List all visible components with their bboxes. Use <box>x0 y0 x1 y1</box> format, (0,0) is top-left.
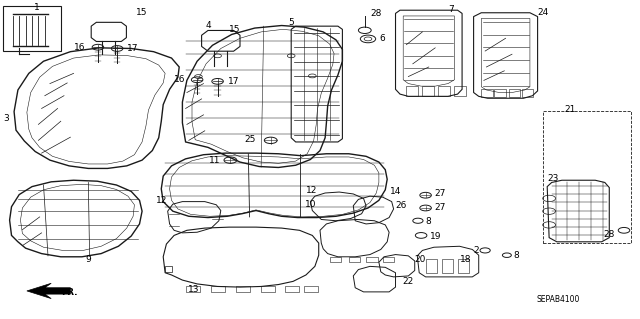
Text: 25: 25 <box>244 135 256 144</box>
Bar <box>543 111 631 243</box>
Text: 8: 8 <box>426 217 431 226</box>
Polygon shape <box>27 283 70 299</box>
Text: 16: 16 <box>174 75 186 84</box>
Text: FR.: FR. <box>61 288 77 297</box>
Text: 28: 28 <box>370 9 381 18</box>
Text: 11: 11 <box>209 156 221 165</box>
Text: 24: 24 <box>538 8 549 17</box>
Text: 15: 15 <box>136 8 147 17</box>
Text: 5: 5 <box>289 19 294 27</box>
Text: 21: 21 <box>564 105 576 114</box>
Text: 15: 15 <box>229 25 241 34</box>
Text: 14: 14 <box>390 187 402 196</box>
Text: 3: 3 <box>3 114 9 122</box>
Text: 26: 26 <box>396 201 407 210</box>
Text: 12: 12 <box>306 186 317 195</box>
Text: 12: 12 <box>156 196 168 205</box>
Text: 13: 13 <box>188 285 199 294</box>
Text: 16: 16 <box>74 43 85 52</box>
Text: SEPAB4100: SEPAB4100 <box>536 295 580 304</box>
Text: 6: 6 <box>379 34 385 43</box>
Text: 27: 27 <box>434 189 445 198</box>
Text: 22: 22 <box>402 277 413 286</box>
Text: 1: 1 <box>34 3 39 11</box>
Text: 17: 17 <box>228 77 239 86</box>
Text: 18: 18 <box>460 256 471 264</box>
Text: 20: 20 <box>415 256 426 264</box>
Text: 4: 4 <box>205 21 211 30</box>
Text: 17: 17 <box>127 44 138 53</box>
Text: 19: 19 <box>430 232 442 241</box>
Text: 2: 2 <box>473 246 479 255</box>
Text: 27: 27 <box>434 203 445 212</box>
Text: 28: 28 <box>603 230 614 239</box>
Text: 8: 8 <box>513 251 519 260</box>
Text: 9: 9 <box>86 255 91 263</box>
Text: 23: 23 <box>547 174 559 182</box>
Text: 7: 7 <box>448 5 454 14</box>
Bar <box>3 6 61 51</box>
Text: 10: 10 <box>305 200 316 209</box>
